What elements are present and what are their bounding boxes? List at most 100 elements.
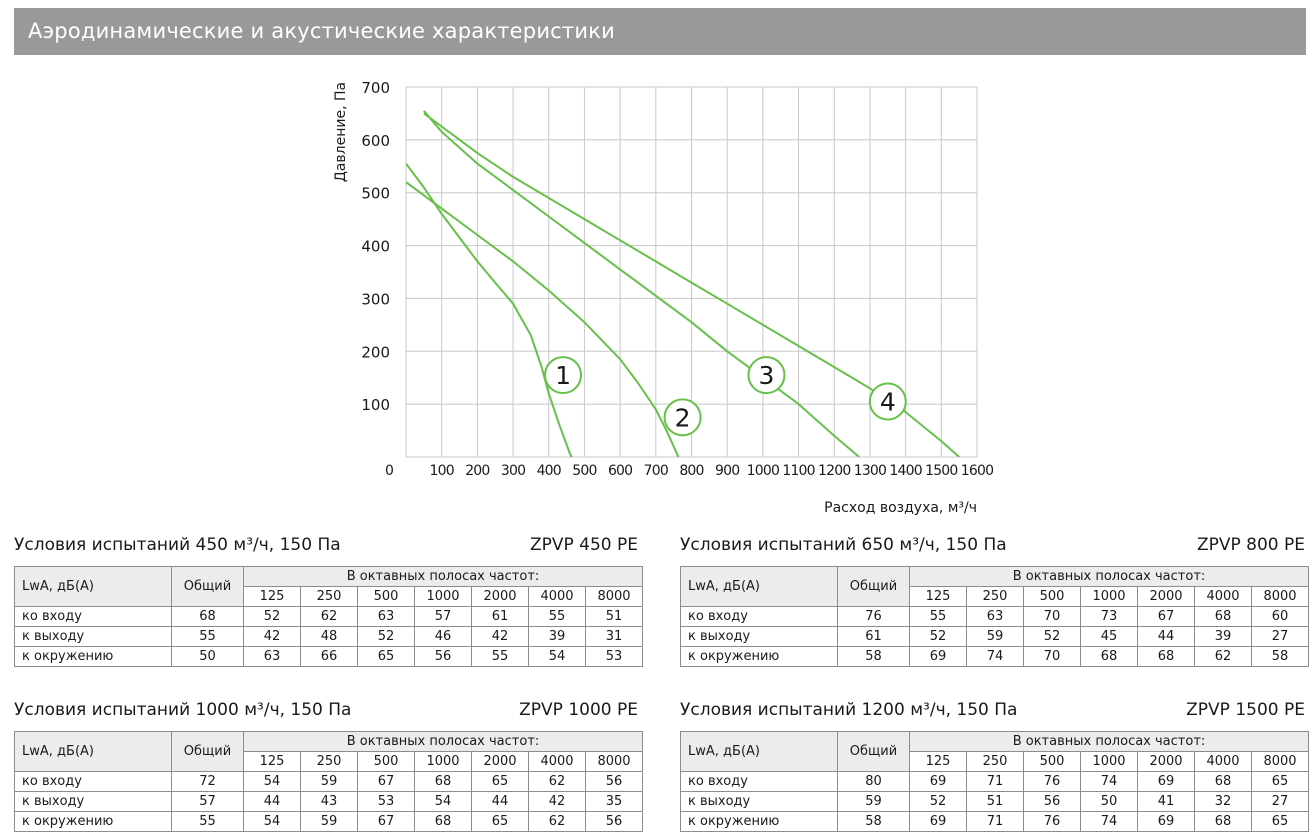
x-tick-label: 700: [644, 463, 668, 479]
total-cell: 80: [837, 771, 910, 792]
band-header: 8000: [1251, 751, 1309, 772]
band-header: 1000: [1080, 751, 1138, 772]
value-cell: 59: [300, 771, 358, 792]
noise-table-1: LwA, дБ(A) Общий В октавных полосах част…: [14, 566, 643, 667]
x-tick-label: 1600: [961, 463, 993, 479]
band-header: 125: [909, 751, 967, 772]
y-tick-label: 500: [361, 185, 390, 203]
header-lwa: LwA, дБ(A): [14, 566, 172, 607]
value-cell: 44: [1137, 626, 1195, 647]
y-tick-label: 600: [361, 132, 390, 150]
value-cell: 54: [414, 791, 472, 812]
band-header: 8000: [585, 586, 643, 607]
value-cell: 39: [1194, 626, 1252, 647]
y-tick-label: 200: [361, 343, 390, 361]
value-cell: 43: [300, 791, 358, 812]
row-label: к выходу: [14, 791, 172, 812]
value-cell: 70: [1023, 646, 1081, 667]
noise-table-4: LwA, дБ(A) Общий В октавных полосах част…: [680, 731, 1309, 832]
value-cell: 50: [1080, 791, 1138, 812]
curve-3: [423, 110, 860, 457]
x-axis-label: Расход воздуха, м³/ч: [824, 500, 977, 516]
x-tick-label: 100: [430, 463, 454, 479]
total-cell: 76: [837, 606, 910, 627]
y-tick-label: 100: [361, 396, 390, 414]
x-tick-label: 1200: [818, 463, 850, 479]
value-cell: 63: [357, 606, 415, 627]
value-cell: 51: [585, 606, 643, 627]
noise-table-3: LwA, дБ(A) Общий В октавных полосах част…: [14, 731, 643, 832]
curve-marker-4: [868, 382, 907, 421]
value-cell: 52: [909, 626, 967, 647]
value-cell: 67: [1137, 606, 1195, 627]
value-cell: 62: [300, 606, 358, 627]
row-label: ко входу: [14, 606, 172, 627]
header-bands: В октавных полосах частот:: [243, 731, 643, 752]
curve-marker-1: [544, 356, 583, 395]
row-label: к выходу: [680, 791, 838, 812]
total-cell: 55: [171, 811, 244, 832]
value-cell: 46: [414, 626, 472, 647]
value-cell: 59: [966, 626, 1024, 647]
band-header: 500: [357, 586, 415, 607]
row-label: ко входу: [680, 771, 838, 792]
value-cell: 74: [1080, 771, 1138, 792]
value-cell: 62: [1194, 646, 1252, 667]
value-cell: 68: [414, 771, 472, 792]
value-cell: 56: [414, 646, 472, 667]
header-total: Общий: [837, 566, 910, 607]
band-header: 4000: [528, 586, 586, 607]
band-header: 2000: [471, 751, 529, 772]
value-cell: 54: [243, 811, 301, 832]
total-cell: 72: [171, 771, 244, 792]
band-header: 250: [300, 586, 358, 607]
band-header: 4000: [528, 751, 586, 772]
value-cell: 45: [1080, 626, 1138, 647]
header-total: Общий: [837, 731, 910, 772]
value-cell: 68: [1080, 646, 1138, 667]
y-tick-label: 400: [361, 238, 390, 256]
value-cell: 57: [414, 606, 472, 627]
value-cell: 65: [1251, 811, 1309, 832]
x-tick-label: 1100: [782, 463, 814, 479]
section-header: Аэродинамические и акустические характер…: [14, 8, 1306, 55]
test-conditions-2: Условия испытаний 650 м³/ч, 150 Па: [680, 535, 1007, 555]
value-cell: 68: [414, 811, 472, 832]
value-cell: 51: [966, 791, 1024, 812]
curve-marker-2: [663, 398, 702, 437]
noise-table-2: LwA, дБ(A) Общий В октавных полосах част…: [680, 566, 1309, 667]
value-cell: 58: [1251, 646, 1309, 667]
total-cell: 57: [171, 791, 244, 812]
value-cell: 55: [909, 606, 967, 627]
x-tick-label: 500: [572, 463, 596, 479]
value-cell: 67: [357, 771, 415, 792]
value-cell: 65: [471, 771, 529, 792]
value-cell: 55: [471, 646, 529, 667]
band-header: 125: [243, 751, 301, 772]
value-cell: 60: [1251, 606, 1309, 627]
value-cell: 42: [528, 791, 586, 812]
value-cell: 52: [909, 791, 967, 812]
value-cell: 76: [1023, 771, 1081, 792]
value-cell: 53: [357, 791, 415, 812]
value-cell: 32: [1194, 791, 1252, 812]
test-conditions-3: Условия испытаний 1000 м³/ч, 150 Па: [14, 700, 352, 720]
value-cell: 39: [528, 626, 586, 647]
total-cell: 50: [171, 646, 244, 667]
header-total: Общий: [171, 566, 244, 607]
value-cell: 56: [585, 811, 643, 832]
header-lwa: LwA, дБ(A): [14, 731, 172, 772]
x-tick-label: 300: [501, 463, 525, 479]
value-cell: 67: [357, 811, 415, 832]
value-cell: 68: [1194, 771, 1252, 792]
curve-marker-label: 2: [675, 403, 691, 432]
x-tick-label: 200: [465, 463, 489, 479]
value-cell: 71: [966, 811, 1024, 832]
curve-marker-label: 4: [880, 388, 896, 417]
x-tick-label: 1400: [889, 463, 921, 479]
row-label: к окружению: [14, 646, 172, 667]
band-header: 500: [1023, 751, 1081, 772]
curve-marker-label: 3: [758, 361, 774, 390]
value-cell: 27: [1251, 791, 1309, 812]
x-tick-label: 900: [715, 463, 739, 479]
